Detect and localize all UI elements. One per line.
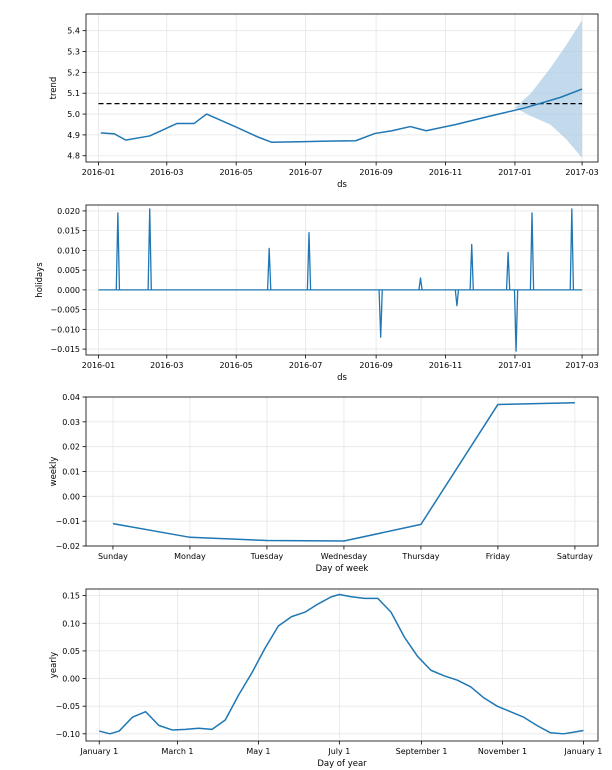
y-tick-label: 5.4 [67, 27, 80, 36]
y-tick-label: 0.000 [57, 286, 80, 295]
holiday-spike [454, 289, 460, 307]
y-tick-label: 5.3 [67, 48, 80, 57]
y-tick-label: −0.005 [50, 306, 80, 315]
x-axis-label: Day of year [317, 759, 367, 769]
x-tick-label: May 1 [246, 747, 270, 756]
trend-panel: 2016-01 2016-03 2016-05 2016-07 2016-09 2016-… [49, 13, 599, 190]
y-tick-label: 0.10 [62, 619, 80, 628]
y-tick-label: 0.020 [57, 207, 80, 216]
x-tick-label: Wednesday [321, 552, 368, 561]
y-tick-label: 0.00 [62, 675, 80, 684]
yearly-panel: January 1 March 1 May 1 July 1 September 1 No… [49, 588, 602, 769]
weekly-panel: Sunday Monday Tuesday Wednesday Thursday Frid… [49, 393, 599, 574]
x-tick-label: 2016-11 [429, 168, 462, 177]
holiday-spike [505, 251, 511, 290]
x-tick-label: 2016-07 [289, 361, 322, 370]
y-tick-label: 0.03 [62, 418, 80, 427]
y-tick-label: 5.1 [67, 89, 80, 98]
y-tick-label: 5.2 [67, 68, 80, 77]
x-tick-label: January 1 [79, 747, 118, 756]
series-line [99, 593, 584, 735]
x-tick-label: July 1 [327, 747, 350, 756]
holiday-spike [569, 208, 575, 290]
x-tick-label: 2017-01 [498, 168, 531, 177]
y-axis-label: yearly [49, 652, 59, 678]
x-tick-label: September 1 [396, 747, 448, 756]
holiday-spike [469, 243, 474, 290]
y-tick-label: 0.005 [57, 266, 80, 275]
plot-frame [85, 588, 599, 742]
x-tick-label: 2017-01 [498, 361, 531, 370]
holiday-spike [513, 289, 519, 352]
holiday-spike [418, 277, 423, 290]
y-tick-label: −0.01 [55, 517, 80, 526]
x-tick-label: Sunday [98, 552, 128, 561]
y-tick-label: 0.01 [62, 468, 80, 477]
x-tick-label: 2016-09 [359, 168, 392, 177]
x-tick-label: 2016-01 [82, 361, 115, 370]
x-axis-label: ds [337, 373, 347, 383]
holiday-spike [378, 289, 383, 338]
x-tick-label: 2016-01 [82, 168, 115, 177]
y-tick-label: 0.015 [57, 227, 80, 236]
x-tick-label: 2016-03 [150, 168, 183, 177]
x-tick-label: 2016-03 [150, 361, 183, 370]
y-tick-label: 0.04 [62, 393, 80, 402]
uncertainty-band [514, 20, 583, 158]
x-tick-label: 2016-05 [219, 361, 252, 370]
series-line [112, 401, 575, 542]
y-tick-label: 4.9 [67, 131, 80, 140]
holiday-spike [529, 212, 535, 290]
x-tick-label: 2016-07 [289, 168, 322, 177]
y-axis-label: trend [49, 77, 59, 100]
x-axis-label: ds [337, 180, 347, 190]
x-tick-label: March 1 [162, 747, 194, 756]
holidays-panel: 2016-01 2016-03 2016-05 2016-07 2016-09 2016-… [35, 204, 599, 383]
y-tick-label: 0.00 [62, 492, 80, 501]
plot-frame [85, 13, 599, 163]
y-tick-label: 5.0 [67, 110, 80, 119]
x-tick-label: 2016-05 [219, 168, 252, 177]
y-axis-label: holidays [35, 262, 45, 298]
series-line [100, 88, 583, 143]
y-axis-label: weekly [49, 457, 59, 487]
x-tick-label: 2017-03 [565, 361, 598, 370]
holiday-spike [115, 212, 121, 290]
x-tick-label: Friday [486, 552, 511, 561]
y-tick-label: −0.010 [50, 325, 80, 334]
y-tick-label: −0.05 [55, 702, 80, 711]
x-tick-label: Monday [174, 552, 206, 561]
holiday-spike [266, 247, 272, 290]
x-tick-label: 2016-11 [429, 361, 462, 370]
x-tick-label: Tuesday [250, 552, 284, 561]
x-tick-label: 2017-03 [565, 168, 598, 177]
y-tick-label: 4.8 [67, 152, 80, 161]
y-tick-label: −0.02 [55, 542, 80, 551]
x-axis-label: Day of week [316, 564, 369, 574]
holiday-spike [147, 208, 152, 290]
y-tick-label: 0.15 [62, 592, 80, 601]
x-tick-label: Saturday [557, 552, 593, 561]
x-tick-label: January 1 [563, 747, 602, 756]
x-tick-label: Thursday [401, 552, 439, 561]
x-tick-label: November 1 [478, 747, 527, 756]
y-tick-label: 0.010 [57, 246, 80, 255]
y-tick-label: −0.10 [55, 730, 80, 739]
holiday-spike [306, 231, 312, 290]
y-tick-label: 0.05 [62, 647, 80, 656]
plot-frame [85, 204, 599, 356]
y-tick-label: −0.015 [50, 345, 80, 354]
x-tick-label: 2016-09 [359, 361, 392, 370]
y-tick-label: 0.02 [62, 443, 80, 452]
